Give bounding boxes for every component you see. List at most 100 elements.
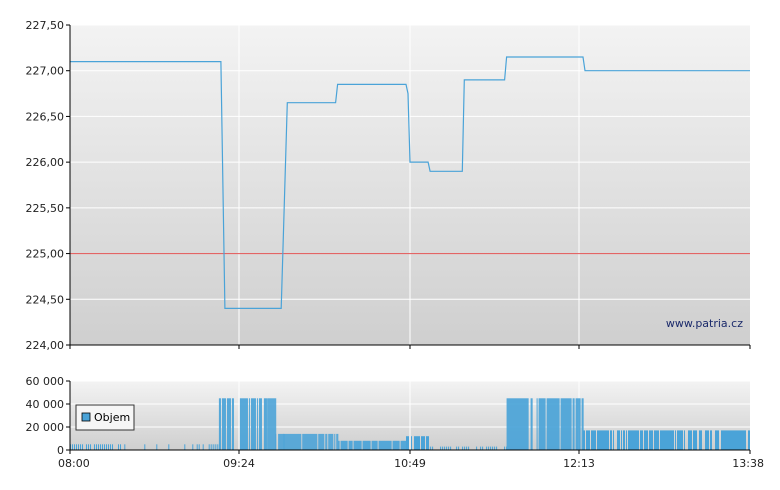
volume-bar	[74, 444, 75, 451]
volume-bar	[338, 440, 340, 450]
volume-bar	[468, 446, 470, 450]
volume-bar	[279, 433, 281, 450]
volume-bar	[378, 440, 380, 450]
volume-bar	[212, 444, 214, 451]
volume-bar	[520, 398, 522, 451]
volume-bar	[504, 446, 506, 450]
volume-y-tick-label: 40 000	[26, 398, 65, 411]
volume-bar	[355, 440, 357, 450]
volume-bar	[168, 444, 170, 451]
volume-bar	[480, 446, 482, 450]
volume-bar	[623, 430, 624, 450]
volume-bar	[281, 433, 283, 450]
volume-bar	[214, 444, 216, 451]
volume-bar	[551, 398, 553, 451]
volume-bar	[415, 436, 416, 450]
volume-bar	[360, 440, 362, 450]
volume-bar	[732, 430, 733, 450]
volume-bar	[618, 430, 619, 450]
volume-bar	[555, 398, 557, 451]
volume-bar	[232, 398, 234, 451]
volume-bar	[227, 398, 229, 451]
volume-bar	[221, 398, 223, 451]
volume-bar	[351, 440, 353, 450]
volume-bar	[730, 430, 731, 450]
volume-bar	[299, 433, 301, 450]
volume-bar	[634, 430, 635, 450]
volume-bar	[286, 433, 288, 450]
volume-bar	[310, 433, 312, 450]
volume-x-tick-label: 12:13	[563, 457, 595, 470]
volume-bar	[600, 430, 601, 450]
volume-bar	[739, 430, 740, 450]
volume-bar	[383, 440, 385, 450]
volume-bar	[646, 430, 647, 450]
volume-bar	[628, 430, 629, 450]
volume-bar	[679, 430, 680, 450]
volume-bar	[727, 430, 728, 450]
volume-bar	[602, 430, 603, 450]
volume-bar	[604, 430, 605, 450]
volume-bar	[748, 430, 749, 450]
volume-bar	[388, 440, 390, 450]
volume-bar	[569, 398, 571, 451]
volume-bar	[707, 430, 708, 450]
volume-bar	[678, 430, 679, 450]
volume-bar	[665, 430, 666, 450]
volume-bar	[331, 433, 333, 450]
volume-bar	[210, 444, 212, 451]
volume-bar	[741, 430, 742, 450]
volume-bar	[118, 444, 119, 451]
volume-bar	[387, 440, 389, 450]
volume-bar	[112, 444, 113, 451]
volume-bar	[216, 444, 218, 451]
volume-bar	[275, 433, 277, 450]
volume-bar	[254, 398, 256, 451]
volume-y-tick-label: 60 000	[26, 375, 65, 388]
volume-bar	[656, 430, 657, 450]
volume-bar	[595, 430, 596, 450]
volume-bar	[516, 398, 518, 451]
volume-bar	[654, 430, 655, 450]
volume-bar	[248, 398, 250, 451]
volume-bar	[743, 430, 744, 450]
volume-bar	[557, 398, 559, 451]
volume-bar	[684, 430, 685, 450]
volume-bar	[426, 436, 427, 450]
price-y-tick-label: 226,00	[26, 156, 65, 169]
volume-bar	[536, 398, 538, 451]
volume-bar	[348, 440, 350, 450]
volume-bar	[296, 433, 298, 450]
volume-bar	[269, 398, 271, 451]
volume-bar	[664, 430, 665, 450]
volume-bar	[635, 430, 636, 450]
volume-bar	[599, 430, 600, 450]
volume-bar	[607, 430, 608, 450]
volume-bar	[711, 430, 712, 450]
volume-bar	[332, 433, 334, 450]
price-y-tick-label: 227,50	[26, 19, 65, 32]
volume-bar	[668, 430, 669, 450]
price-y-tick-label: 225,50	[26, 202, 65, 215]
volume-bar	[738, 430, 739, 450]
volume-bar	[575, 398, 577, 451]
volume-bar	[733, 430, 734, 450]
volume-bar	[400, 440, 402, 450]
volume-bar	[708, 430, 709, 450]
volume-bar	[316, 433, 318, 450]
volume-bar	[288, 433, 290, 450]
volume-bar	[323, 433, 325, 450]
price-x-ticks	[69, 345, 751, 349]
volume-bar	[365, 440, 367, 450]
volume-bar	[638, 430, 639, 450]
volume-bar	[432, 446, 434, 450]
volume-bar	[690, 430, 691, 450]
volume-bar	[356, 440, 358, 450]
price-y-tick-label: 224,50	[26, 293, 65, 306]
volume-bar	[250, 398, 252, 451]
volume-bar	[403, 440, 405, 450]
legend: Objem	[75, 404, 135, 431]
volume-bar	[610, 430, 611, 450]
volume-bar	[350, 440, 352, 450]
volume-bar	[658, 430, 659, 450]
